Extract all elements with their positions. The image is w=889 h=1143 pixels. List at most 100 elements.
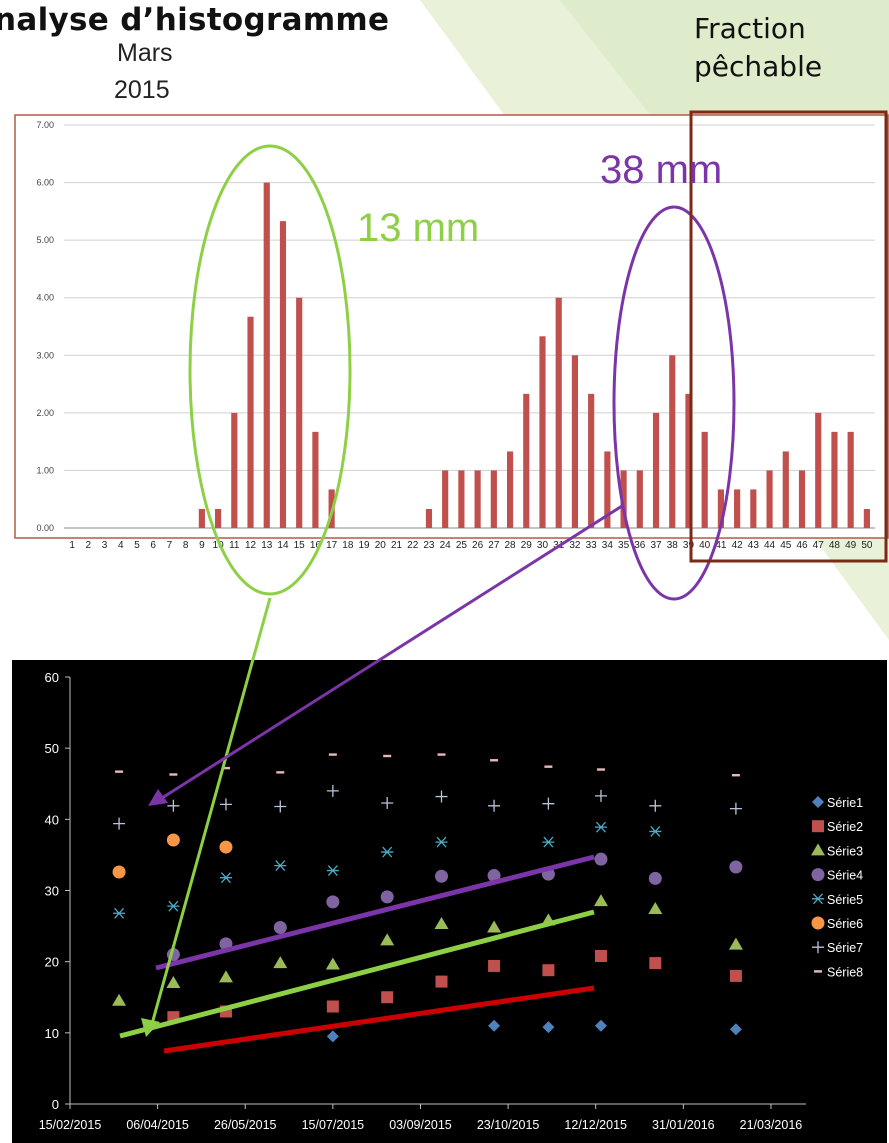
histogram-x-tick-label: 45: [780, 540, 792, 551]
histogram-bar: [798, 470, 806, 528]
histogram-x-tick-label: 49: [845, 540, 857, 551]
slide-title: nalyse d’histogramme: [0, 2, 390, 38]
histogram-x-tick-label: 38: [667, 540, 679, 551]
histogram-bar: [734, 489, 741, 528]
scatter-x-tick-label: 06/04/2015: [126, 1118, 189, 1132]
scatter-x-tick-label: 03/09/2015: [389, 1118, 452, 1132]
histogram-y-tick-label: 1.00: [36, 465, 54, 475]
histogram-x-tick-label: 41: [715, 540, 727, 551]
histogram-x-tick-label: 27: [488, 540, 500, 551]
scatter-point-srie3: [273, 956, 288, 969]
scatter-point-srie8: [490, 759, 499, 762]
scatter-point-srie1: [729, 1023, 742, 1036]
scatter-x-tick-label: 26/05/2015: [214, 1118, 277, 1132]
legend-marker: [812, 941, 824, 954]
histogram-x-tick-label: 28: [504, 540, 516, 551]
trend-line-purple: [155, 854, 595, 971]
legend-label: Série1: [827, 796, 863, 810]
scatter-point-srie1: [326, 1030, 339, 1043]
scatter-point-srie7: [167, 799, 180, 812]
scatter-point-srie3: [728, 937, 743, 950]
histogram-bar: [782, 451, 789, 528]
histogram-bar: [474, 470, 481, 528]
histogram-bar: [458, 470, 465, 528]
legend-label: Série5: [827, 893, 863, 907]
scatter-y-tick-label: 0: [52, 1097, 59, 1112]
histogram-bar: [198, 509, 205, 528]
scatter-point-srie2: [594, 949, 607, 962]
histogram-chart: 0.001.002.003.004.005.006.007.001 2 3 4 5 6 7 8…: [14, 110, 889, 601]
histogram-x-tick-label: 20: [375, 540, 387, 551]
scatter-point-srie4: [326, 895, 340, 909]
scatter-point-srie3: [593, 894, 608, 907]
histogram-x-tick-label: 12: [245, 540, 257, 551]
legend-label: Série3: [827, 844, 863, 858]
histogram-x-tick-label: 22: [407, 540, 419, 551]
fraction-label-line1: Fraction: [694, 12, 806, 45]
scatter-x-tick-label: 15/07/2015: [302, 1118, 365, 1132]
histogram-x-tick-label: 19: [359, 540, 371, 551]
histogram-x-tick-label: 37: [650, 540, 662, 551]
histogram-x-tick-label: 7: [167, 540, 173, 551]
histogram-bar: [766, 470, 773, 528]
legend-label: Série2: [827, 820, 863, 834]
histogram-x-tick-label: 36: [634, 540, 646, 551]
histogram-bar: [555, 297, 562, 528]
histogram-bar: [247, 316, 254, 528]
scatter-x-tick-label: 31/01/2016: [652, 1118, 715, 1132]
scatter-point-srie5: [649, 825, 662, 837]
histogram-x-tick-label: 2: [86, 540, 92, 551]
histogram-bar: [604, 451, 611, 528]
histogram-bar: [685, 393, 692, 528]
scatter-point-srie3: [648, 902, 663, 915]
scatter-point-srie2: [649, 957, 662, 970]
scatter-x-tick-label: 23/10/2015: [477, 1118, 540, 1132]
legend-label: Série8: [827, 965, 863, 979]
scatter-point-srie4: [273, 921, 287, 935]
scatter-background: [12, 660, 887, 1143]
histogram-x-tick-label: 33: [586, 540, 598, 551]
legend-marker: [812, 820, 824, 833]
trend-line-red: [163, 985, 595, 1054]
scatter-point-srie8: [544, 765, 553, 768]
histogram-x-tick-label: 3: [102, 540, 108, 551]
histogram-y-tick-label: 4.00: [36, 293, 54, 303]
histogram-x-tick-label: 43: [748, 540, 760, 551]
histogram-x-tick-label: 40: [699, 540, 711, 551]
legend-marker: [814, 970, 822, 973]
histogram-bar: [425, 509, 433, 528]
scatter-point-srie1: [488, 1019, 501, 1032]
histogram-bar: [863, 509, 870, 528]
scatter-point-srie7: [113, 817, 126, 830]
fraction-label-line2: pêchable: [694, 50, 823, 83]
histogram-y-tick-label: 0.00: [36, 523, 54, 533]
subtitle-month: Mars: [117, 39, 173, 67]
fraction-peche-box: [689, 110, 888, 563]
scatter-point-srie6: [166, 833, 180, 847]
histogram-x-tick-label: 10: [213, 540, 225, 551]
scatter-point-srie8: [437, 753, 446, 756]
scatter-y-tick-label: 50: [45, 741, 59, 756]
histogram-bar: [442, 470, 449, 528]
histogram-x-tick-label: 18: [342, 540, 354, 551]
scatter-x-tick-label: 12/12/2015: [564, 1118, 627, 1132]
histogram-x-tick-label: 30: [537, 540, 549, 551]
scatter-point-srie8: [221, 766, 230, 770]
scatter-point-srie8: [169, 773, 178, 776]
histogram-x-tick-label: 44: [764, 540, 776, 551]
scatter-x-tick-label: 15/02/2015: [39, 1118, 102, 1132]
histogram-x-tick-label: 34: [602, 540, 614, 551]
scatter-point-srie2: [435, 975, 448, 988]
scatter-y-tick-label: 10: [45, 1026, 59, 1041]
scatter-point-srie4: [594, 852, 608, 866]
arrow-green-head: [141, 1018, 160, 1037]
legend-label: Série7: [827, 941, 863, 955]
scatter-x-tick-label: 21/03/2016: [740, 1118, 803, 1132]
scatter-point-srie2: [326, 1000, 339, 1013]
scatter-point-srie6: [112, 865, 126, 879]
histogram-frame: [14, 114, 889, 539]
histogram-x-tick-label: 42: [732, 540, 744, 551]
histogram-x-tick-label: 39: [683, 540, 695, 551]
scatter-point-srie3: [112, 993, 127, 1006]
